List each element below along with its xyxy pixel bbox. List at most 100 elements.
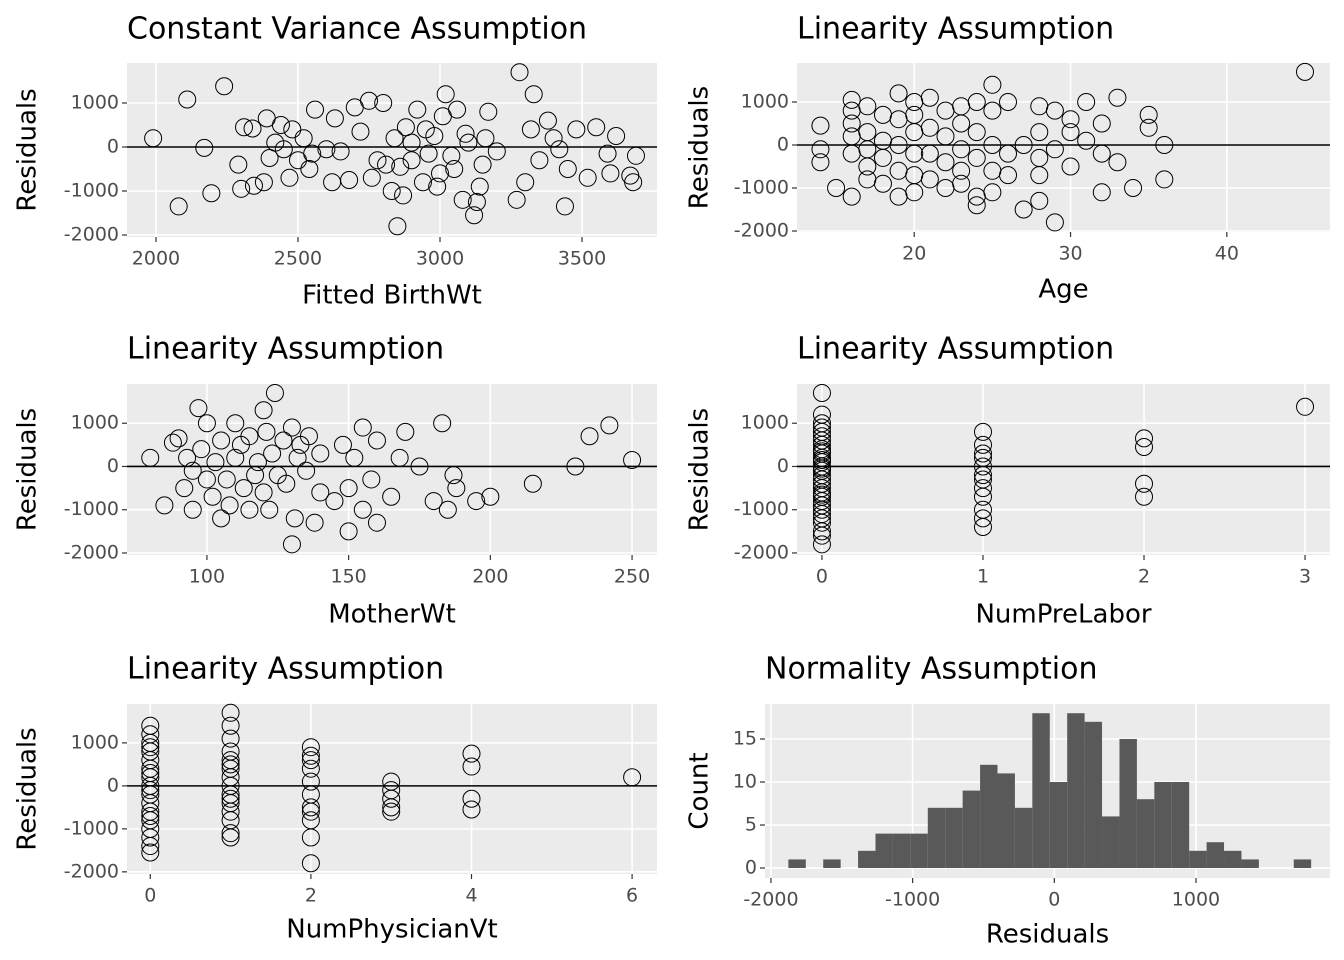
point [382, 802, 401, 821]
point [263, 444, 282, 463]
point [141, 763, 160, 782]
plot-panel [127, 63, 657, 237]
point [367, 431, 386, 450]
point [339, 479, 358, 498]
y-tick-label: 0 [745, 857, 757, 879]
bar [1119, 739, 1137, 869]
point [305, 513, 324, 532]
point [217, 470, 236, 489]
point [215, 77, 234, 96]
x-tick-label: -1000 [885, 889, 940, 911]
point [873, 148, 892, 167]
bar [927, 807, 946, 869]
point [419, 144, 438, 163]
point [1135, 487, 1154, 506]
point [1061, 110, 1080, 129]
point [598, 144, 617, 163]
point [340, 171, 359, 190]
x-tick-label: 1000 [1172, 889, 1220, 911]
point [812, 450, 831, 469]
x-tick-label: 1 [977, 566, 989, 588]
point [967, 196, 986, 215]
point [197, 470, 216, 489]
point [221, 716, 240, 735]
point [311, 444, 330, 463]
point [1124, 179, 1143, 198]
bar [875, 833, 893, 869]
y-axis-title: Residuals [13, 408, 43, 531]
point [300, 160, 319, 179]
point [362, 470, 381, 489]
point [873, 174, 892, 193]
point [952, 161, 971, 180]
point [301, 854, 320, 873]
point [212, 509, 231, 528]
x-axis-title: NumPhysicianVt [286, 915, 497, 945]
point [905, 183, 924, 202]
point [274, 140, 293, 159]
point [1077, 93, 1096, 112]
x-tick-label: 0 [144, 885, 156, 907]
point [226, 414, 245, 433]
point [842, 90, 861, 109]
chart-title: Constant Variance Assumption [127, 12, 587, 47]
point [999, 166, 1018, 185]
point [169, 197, 188, 216]
point [254, 401, 273, 420]
point [858, 97, 877, 116]
point [202, 184, 221, 203]
point [448, 100, 467, 119]
point [234, 479, 253, 498]
point [301, 759, 320, 778]
point [339, 522, 358, 541]
point [973, 518, 992, 537]
point [280, 168, 299, 187]
point [983, 75, 1002, 94]
y-axis-title: Residuals [685, 86, 715, 209]
point [301, 746, 320, 765]
point [428, 177, 447, 196]
point [624, 173, 643, 192]
point [1139, 105, 1158, 124]
point [240, 427, 259, 446]
point [827, 179, 846, 198]
x-tick-label: 6 [626, 885, 638, 907]
point [1108, 153, 1127, 172]
point [285, 509, 304, 528]
point [1045, 140, 1064, 159]
bar [1067, 713, 1085, 869]
point [587, 118, 606, 137]
bar [1241, 859, 1259, 869]
point [600, 416, 619, 435]
y-tick-label: 1000 [71, 731, 119, 753]
bar [1189, 850, 1207, 869]
point [382, 789, 401, 808]
point [297, 461, 316, 480]
point [858, 157, 877, 176]
plot-panel [127, 704, 657, 874]
point [396, 422, 415, 441]
point [983, 101, 1002, 120]
y-tick-label: 1000 [71, 92, 119, 114]
point [601, 164, 620, 183]
x-tick-label: 40 [1215, 243, 1239, 265]
point [254, 483, 273, 502]
point [1030, 166, 1049, 185]
point [1030, 191, 1049, 210]
point [424, 492, 443, 511]
point [1092, 183, 1111, 202]
y-tick-label: -1000 [734, 177, 789, 199]
point [1045, 101, 1064, 120]
point [301, 798, 320, 817]
point [538, 111, 557, 130]
point [1155, 170, 1174, 189]
point [462, 789, 481, 808]
point [445, 160, 464, 179]
point [416, 120, 435, 139]
point [382, 798, 401, 817]
point [510, 63, 529, 82]
point [983, 183, 1002, 202]
y-tick-label: 0 [107, 136, 119, 158]
point [141, 806, 160, 825]
point [1092, 114, 1111, 133]
